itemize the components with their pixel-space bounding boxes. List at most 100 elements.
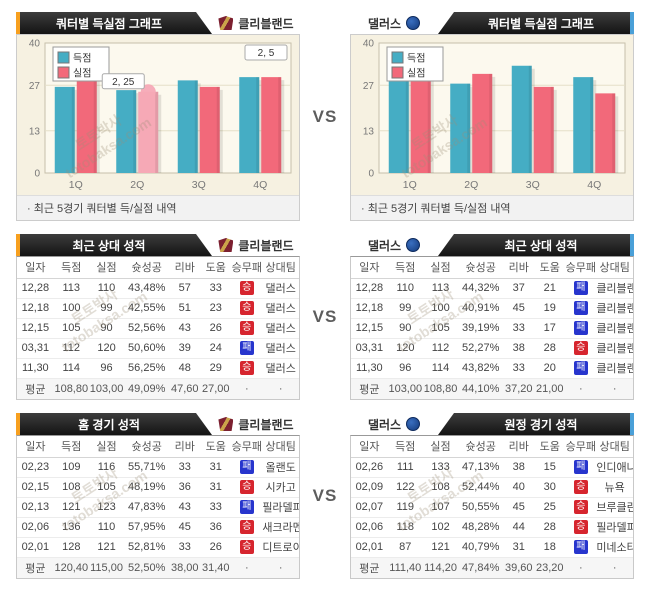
col-conceded: 실점 (88, 436, 125, 458)
col-opponent: 상대팀 (596, 257, 633, 279)
table-row: 12,18 99 100 40,91% 45 19 패 클리블랜 (351, 298, 633, 319)
table-row: 03,31 120 112 52,27% 38 28 승 클리블랜 (351, 338, 633, 359)
cell-result: 승 (231, 298, 263, 319)
cell-result: 승 (565, 497, 597, 518)
vs-divider: VS (300, 413, 350, 579)
cell-points: 96 (387, 358, 423, 379)
svg-text:40: 40 (363, 39, 375, 50)
table-row: 02,01 128 121 52,81% 33 26 승 디트로이 (17, 537, 299, 558)
cell-rebounds: 38 (503, 338, 535, 359)
loss-badge: 패 (573, 301, 588, 315)
win-badge: 승 (573, 520, 588, 534)
cell-date: 12,28 (17, 278, 54, 299)
cell-assists: 27,00 (200, 377, 232, 399)
cleveland-quarter-chart[interactable]: 0 13 27 40 1Q 2Q 3Q 4Q 득점 실점 2, 25 2, 5 (17, 35, 299, 195)
table-row: 02,15 108 105 48,19% 36 31 승 시카고 (17, 477, 299, 498)
cell-points: 136 (53, 517, 89, 538)
cell-rebounds: 39,60 (503, 556, 535, 578)
cell-date: 02,09 (351, 477, 388, 498)
cleveland-quarter-chart-panel: 쿼터별 득실점 그래프 클리블랜드 0 13 27 40 1Q 2Q 3Q 4Q 득점 실점 2, … (16, 12, 300, 221)
cell-rebounds: 44 (503, 517, 535, 538)
chart-caption: · 최근 5경기 쿼터별 득/실점 내역 (351, 195, 633, 220)
col-rebounds: 리바 (169, 436, 201, 458)
cell-fg-pct: 56,25% (124, 358, 170, 379)
cell-result: 승 (231, 278, 263, 299)
cell-points: 100 (53, 298, 89, 319)
col-result: 승무패 (231, 436, 263, 458)
cell-conceded: 113 (422, 278, 459, 299)
orange-accent-bar (16, 234, 20, 256)
col-fg-pct: 슛성공 (124, 257, 170, 279)
cell-rebounds: 51 (169, 298, 201, 319)
cell-points: 120,40 (53, 556, 89, 578)
cell-date: 02,07 (351, 497, 388, 518)
loss-badge: 패 (573, 321, 588, 335)
cell-assists: 33 (200, 497, 232, 518)
stats-table: 일자 득점 실점 슛성공 리바 도움 승무패 상대팀 12,28 113 110 43,48% 57 33… (17, 257, 299, 399)
cell-fg-pct: 47,84% (458, 556, 504, 578)
team-label-dallas: 댈러스 (350, 12, 438, 34)
cleveland-h2h-panel: 최근 상대 성적 클리블랜드 일자 득점 실점 슛성공 리바 도움 승무패 상대팀 12,28 1… (16, 234, 300, 400)
cell-assists: 28 (534, 338, 566, 359)
cell-assists: 24 (200, 338, 232, 359)
cell-conceded: 116 (88, 457, 125, 478)
cell-points: 105 (53, 318, 89, 339)
cell-date: 12,28 (351, 278, 388, 299)
cell-result: 패 (565, 358, 597, 379)
vs-label: VS (312, 486, 338, 505)
table-row: 02,01 87 121 40,79% 31 18 패 미네소타 (351, 537, 633, 558)
cell-assists: 29 (200, 358, 232, 379)
team-name: 클리블랜드 (238, 417, 294, 432)
win-badge: 승 (239, 301, 254, 315)
chart-caption: · 최근 5경기 쿼터별 득/실점 내역 (17, 195, 299, 220)
cell-date: 02,01 (351, 537, 388, 558)
cell-assists: 26 (200, 537, 232, 558)
cell-points: 111 (387, 457, 423, 478)
dallas-quarter-chart[interactable]: 0 13 27 40 1Q 2Q 3Q 4Q 득점 실점 (351, 35, 633, 195)
cell-date: 03,31 (351, 338, 388, 359)
cell-assists: 18 (534, 537, 566, 558)
cell-opponent: 클리블랜 (596, 358, 633, 379)
cell-date: 12,15 (17, 318, 54, 339)
win-badge: 승 (239, 361, 254, 375)
panel-header: 댈러스 원정 경기 성적 (350, 413, 634, 435)
vs-label: VS (312, 106, 338, 126)
h2h-table-dallas: 일자 득점 실점 슛성공 리바 도움 승무패 상대팀 12,28 110 113 44,32% 37 21… (350, 256, 634, 400)
cell-rebounds: 37,20 (503, 377, 535, 399)
table-row: 11,30 114 96 56,25% 48 29 승 댈러스 (17, 358, 299, 379)
col-assists: 도움 (534, 436, 566, 458)
cell-fg-pct: 49,09% (124, 377, 170, 399)
cell-conceded: 110 (88, 517, 125, 538)
tab-home-record: 홈 경기 성적 (16, 413, 212, 435)
cell-points: 110 (387, 278, 423, 299)
cell-conceded: 120 (88, 338, 125, 359)
tab-quarter-chart-left: 쿼터별 득실점 그래프 (16, 12, 212, 34)
stats-table: 일자 득점 실점 슛성공 리바 도움 승무패 상대팀 02,26 111 133 47,13% 38 15… (351, 436, 633, 578)
dallas-logo-icon (406, 16, 421, 30)
cell-date: 02,13 (17, 497, 54, 518)
table-row: 02,06 118 102 48,28% 44 28 승 필라델피 (351, 517, 633, 538)
cell-conceded: 107 (422, 497, 459, 518)
cell-conceded: 90 (88, 318, 125, 339)
cell-conceded: 123 (88, 497, 125, 518)
cleveland-logo-icon (218, 417, 234, 431)
table-row: 12,15 105 90 52,56% 43 26 승 댈러스 (17, 318, 299, 339)
cell-rebounds: 37 (503, 278, 535, 299)
col-conceded: 실점 (422, 257, 459, 279)
cell-assists: 31,40 (200, 556, 232, 578)
cell-opponent: 클리블랜 (596, 298, 633, 319)
col-rebounds: 리바 (503, 257, 535, 279)
cell-rebounds: 45 (503, 298, 535, 319)
col-rebounds: 리바 (503, 436, 535, 458)
cell-conceded: 121 (88, 537, 125, 558)
cell-result: 패 (231, 338, 263, 359)
loss-badge: 패 (239, 460, 254, 474)
cell-assists: 30 (534, 477, 566, 498)
svg-text:2Q: 2Q (130, 179, 144, 191)
svg-text:1Q: 1Q (403, 179, 417, 191)
cell-date: 평균 (17, 556, 54, 578)
venue-record-section: 홈 경기 성적 클리블랜드 일자 득점 실점 슛성공 리바 도움 승무패 상대팀 02,23 10… (16, 413, 634, 579)
tab-title: 홈 경기 성적 (78, 417, 140, 432)
cell-rebounds: 39 (169, 338, 201, 359)
svg-text:실점: 실점 (407, 68, 425, 80)
